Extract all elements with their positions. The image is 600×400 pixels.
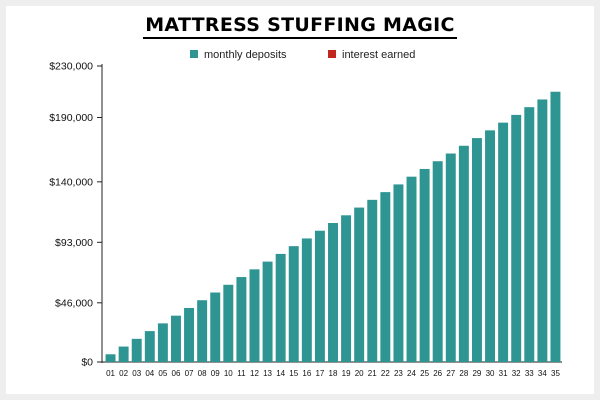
x-tick-label: 06 [172,369,181,378]
x-tick-label: 30 [486,369,495,378]
legend-item-interest-earned: interest earned [328,49,415,61]
x-tick-label: 26 [433,369,442,378]
x-tick-label: 08 [198,369,207,378]
bar-monthly-deposits [184,307,195,362]
x-tick-label: 04 [145,369,154,378]
x-tick-label: 35 [551,369,560,378]
bar-monthly-deposits [432,161,443,362]
legend-label-interest-earned: interest earned [342,49,416,61]
bar-monthly-deposits [171,315,181,362]
x-tick-label: 03 [132,369,141,378]
x-tick-label: 25 [420,369,429,378]
bar-monthly-deposits [262,261,273,362]
bar-monthly-deposits [511,114,522,363]
bar-monthly-deposits [157,323,168,362]
bar-monthly-deposits [485,130,496,362]
x-tick-label: 15 [289,369,298,378]
bar-monthly-deposits [419,168,430,362]
legend-swatch-interest-earned [328,50,336,58]
x-tick-label: 18 [329,369,338,378]
x-tick-label: 23 [394,369,403,378]
y-tick-label: $0 [81,357,93,369]
legend-swatch-monthly-deposits [190,50,198,58]
x-tick-label: 12 [250,369,259,378]
x-tick-label: 02 [119,369,128,378]
chart-title: MATTRESS STUFFING MAGIC [0,14,600,39]
x-tick-label: 31 [499,369,508,378]
chart-title-text: MATTRESS STUFFING MAGIC [143,15,457,39]
x-tick-label: 10 [224,369,233,378]
x-tick-label: 27 [446,369,455,378]
y-tick-label: $190,000 [49,112,93,124]
legend-item-monthly-deposits: monthly deposits [190,49,287,61]
bar-monthly-deposits [367,199,378,362]
bar-monthly-deposits [524,107,535,363]
bar-monthly-deposits [406,176,417,362]
x-tick-label: 05 [158,369,167,378]
x-tick-label: 34 [538,369,547,378]
bar-monthly-deposits [458,145,469,362]
bar-monthly-deposits [275,253,286,362]
bar-monthly-deposits [131,338,142,362]
bar-monthly-deposits [249,269,260,362]
y-tick-label: $140,000 [49,176,93,188]
bar-monthly-deposits [301,238,312,362]
x-tick-label: 14 [276,369,285,378]
y-tick-label: $230,000 [49,61,93,73]
chart-frame [6,6,594,394]
bar-monthly-deposits [537,99,548,363]
x-tick-label: 24 [407,369,416,378]
x-tick-label: 19 [342,369,351,378]
bar-monthly-deposits [354,207,365,362]
bar-monthly-deposits [314,230,325,362]
bar-monthly-deposits [393,184,404,362]
x-tick-label: 21 [368,369,377,378]
x-tick-label: 13 [263,369,272,378]
x-tick-label: 11 [237,369,246,378]
x-tick-label: 09 [211,369,220,378]
bar-monthly-deposits [197,300,208,362]
y-tick-label: $93,000 [55,237,93,249]
bar-monthly-deposits [236,277,247,362]
x-tick-label: 29 [472,369,481,378]
x-tick-label: 32 [512,369,521,378]
x-tick-label: 07 [185,369,194,378]
bar-monthly-deposits [223,284,234,362]
bar-monthly-deposits [210,292,221,362]
x-tick-label: 16 [302,369,311,378]
bar-monthly-deposits [380,192,391,362]
legend-label-monthly-deposits: monthly deposits [204,49,287,61]
x-tick-label: 22 [381,369,390,378]
bar-monthly-deposits [288,246,299,362]
bar-monthly-deposits [144,331,155,362]
bar-monthly-deposits [118,346,129,362]
bar-monthly-deposits [498,122,509,362]
bar-monthly-deposits [550,91,561,363]
bar-monthly-deposits [471,138,482,362]
x-tick-label: 17 [315,369,324,378]
y-tick-label: $46,000 [55,297,93,309]
x-tick-label: 20 [355,369,364,378]
bar-monthly-deposits [341,215,352,362]
bar-monthly-deposits [445,153,456,362]
x-tick-label: 01 [106,369,115,378]
x-tick-label: 33 [525,369,534,378]
bar-monthly-deposits [328,223,338,362]
bar-monthly-deposits [105,354,116,362]
chart-legend: monthly deposits interest earned [0,49,600,63]
x-tick-label: 28 [459,369,468,378]
